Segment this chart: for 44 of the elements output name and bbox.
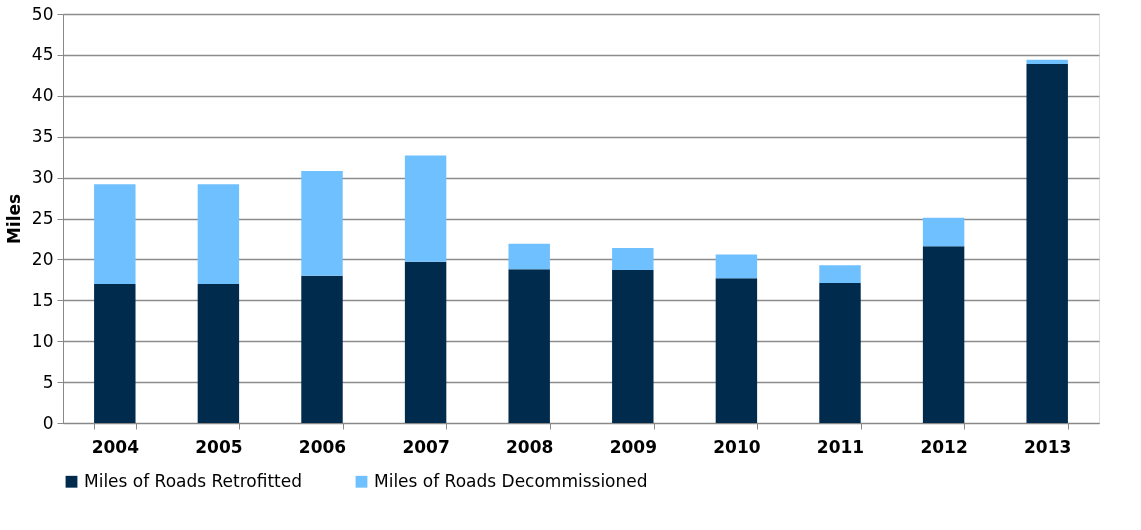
y-tick-label: 10 — [31, 330, 54, 351]
x-tick-label: 2008 — [506, 436, 554, 457]
bar — [404, 261, 447, 423]
y-tick-label: 25 — [31, 208, 54, 228]
y-tick-label: 20 — [31, 248, 54, 269]
bar — [612, 270, 654, 423]
bar — [819, 283, 861, 423]
x-tick-label: 2006 — [298, 436, 347, 457]
bar — [301, 171, 343, 276]
bar — [922, 217, 965, 247]
y-tick-label: 40 — [31, 85, 54, 106]
y-tick-label: 0 — [42, 412, 54, 433]
bar — [197, 184, 240, 284]
y-tick-label: 50 — [31, 3, 54, 24]
y-tick-label: 30 — [31, 167, 54, 188]
x-tick-label: 2010 — [713, 436, 761, 457]
x-tick-label: 2007 — [402, 436, 450, 457]
bar — [301, 275, 343, 423]
y-tick-label: 45 — [31, 44, 54, 65]
bar — [612, 247, 654, 271]
y-tick-label: 35 — [31, 126, 54, 147]
bar — [508, 269, 550, 423]
bar — [1026, 59, 1068, 64]
x-tick-label: 2005 — [195, 436, 243, 457]
bar — [922, 246, 965, 423]
y-axis-title: Miles — [3, 193, 24, 245]
bar — [819, 265, 861, 284]
bar — [1026, 63, 1068, 423]
x-tick-label: 2011 — [816, 436, 865, 457]
bar — [715, 278, 758, 423]
x-tick-label: 2013 — [1024, 436, 1072, 457]
y-tick-label: 5 — [42, 371, 54, 392]
bar — [715, 254, 758, 279]
bar — [94, 184, 136, 284]
legend-label: Miles of Roads Decommissioned — [374, 470, 648, 491]
x-tick-label: 2012 — [920, 436, 968, 457]
x-tick-label: 2009 — [609, 436, 657, 457]
y-tick-label: 15 — [31, 289, 54, 310]
x-tick-label: 2004 — [91, 436, 140, 457]
bar — [94, 283, 136, 423]
legend-label: Miles of Roads Retrofitted — [84, 470, 303, 491]
bar — [508, 243, 550, 270]
bar — [404, 155, 447, 262]
bar — [197, 283, 240, 423]
